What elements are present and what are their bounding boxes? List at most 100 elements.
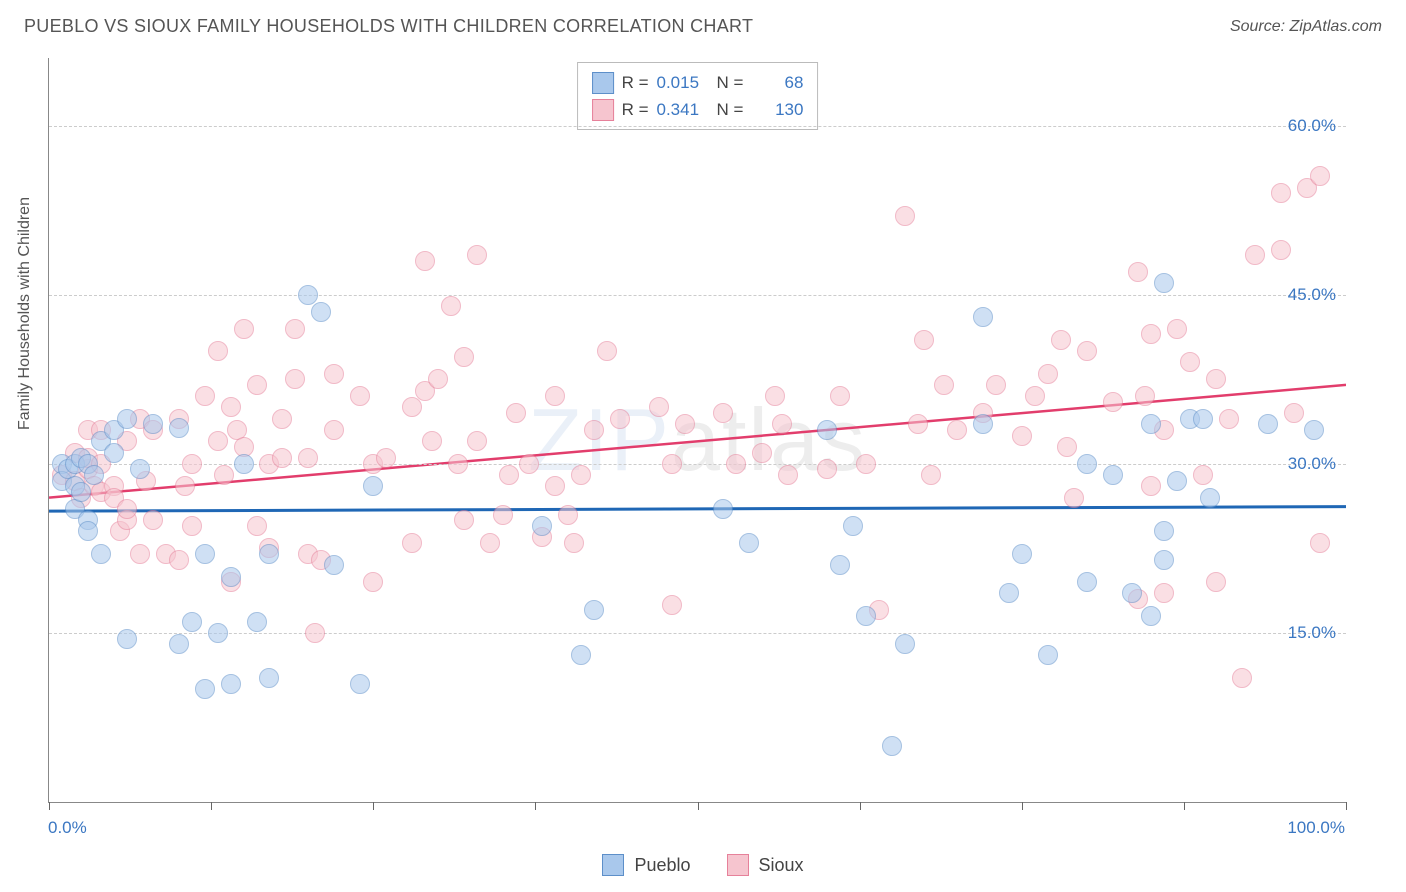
sioux-point — [597, 341, 617, 361]
sioux-point — [480, 533, 500, 553]
sioux-point — [117, 499, 137, 519]
n-value: 130 — [751, 96, 803, 123]
pueblo-point — [1167, 471, 1187, 491]
pueblo-point — [584, 600, 604, 620]
sioux-point — [752, 443, 772, 463]
pueblo-point — [1200, 488, 1220, 508]
sioux-point — [506, 403, 526, 423]
pueblo-point — [882, 736, 902, 756]
pueblo-point — [713, 499, 733, 519]
pueblo-point — [1103, 465, 1123, 485]
sioux-point — [908, 414, 928, 434]
sioux-point — [817, 459, 837, 479]
x-tick-label-max: 100.0% — [1287, 818, 1345, 838]
y-tick-label: 30.0% — [1288, 454, 1336, 474]
pueblo-point — [350, 674, 370, 694]
r-label: R = — [622, 96, 649, 123]
source-label: Source: ZipAtlas.com — [1230, 18, 1382, 36]
pueblo-point — [259, 668, 279, 688]
pueblo-point — [311, 302, 331, 322]
pueblo-point — [856, 606, 876, 626]
legend-swatch — [592, 99, 614, 121]
sioux-point — [856, 454, 876, 474]
sioux-point — [143, 510, 163, 530]
bottom-legend: Pueblo Sioux — [0, 854, 1406, 876]
sioux-point — [519, 454, 539, 474]
sioux-point — [1051, 330, 1071, 350]
sioux-point — [324, 420, 344, 440]
sioux-point — [305, 623, 325, 643]
sioux-point — [662, 595, 682, 615]
n-value: 68 — [751, 69, 803, 96]
x-tick — [49, 802, 50, 810]
sioux-point — [765, 386, 785, 406]
legend-item: Sioux — [727, 854, 804, 876]
pueblo-point — [259, 544, 279, 564]
pueblo-point — [91, 544, 111, 564]
sioux-point — [467, 245, 487, 265]
legend-swatch — [602, 854, 624, 876]
x-tick — [1184, 802, 1185, 810]
pueblo-point — [84, 465, 104, 485]
pueblo-point — [1141, 414, 1161, 434]
x-tick — [1022, 802, 1023, 810]
pueblo-point — [195, 544, 215, 564]
sioux-point — [1141, 476, 1161, 496]
grid-line-h — [49, 295, 1346, 296]
pueblo-point — [1193, 409, 1213, 429]
pueblo-point — [1154, 550, 1174, 570]
r-value: 0.341 — [657, 96, 709, 123]
pueblo-point — [1077, 572, 1097, 592]
sioux-point — [1180, 352, 1200, 372]
sioux-point — [921, 465, 941, 485]
sioux-point — [175, 476, 195, 496]
pueblo-point — [571, 645, 591, 665]
sioux-point — [713, 403, 733, 423]
pueblo-point — [1141, 606, 1161, 626]
sioux-point — [571, 465, 591, 485]
sioux-point — [1141, 324, 1161, 344]
sioux-point — [1103, 392, 1123, 412]
sioux-point — [1219, 409, 1239, 429]
pueblo-point — [234, 454, 254, 474]
pueblo-point — [817, 420, 837, 440]
pueblo-point — [182, 612, 202, 632]
sioux-point — [1038, 364, 1058, 384]
pueblo-point — [71, 482, 91, 502]
sioux-point — [422, 431, 442, 451]
pueblo-point — [830, 555, 850, 575]
sioux-point — [247, 375, 267, 395]
n-label: N = — [717, 96, 744, 123]
sioux-point — [448, 454, 468, 474]
sioux-point — [247, 516, 267, 536]
pueblo-point — [1154, 521, 1174, 541]
pueblo-point — [1258, 414, 1278, 434]
sioux-point — [441, 296, 461, 316]
sioux-point — [195, 386, 215, 406]
sioux-point — [1271, 240, 1291, 260]
sioux-point — [1135, 386, 1155, 406]
sioux-point — [454, 347, 474, 367]
sioux-point — [1154, 583, 1174, 603]
sioux-point — [221, 397, 241, 417]
pueblo-point — [169, 634, 189, 654]
sioux-point — [428, 369, 448, 389]
sioux-point — [1077, 341, 1097, 361]
sioux-point — [1057, 437, 1077, 457]
sioux-point — [493, 505, 513, 525]
sioux-point — [610, 409, 630, 429]
sioux-point — [895, 206, 915, 226]
pueblo-point — [895, 634, 915, 654]
sioux-point — [208, 341, 228, 361]
x-tick — [698, 802, 699, 810]
pueblo-point — [130, 459, 150, 479]
sioux-point — [545, 386, 565, 406]
sioux-point — [208, 431, 228, 451]
sioux-point — [415, 251, 435, 271]
sioux-point — [467, 431, 487, 451]
legend-label: Pueblo — [634, 855, 690, 876]
pueblo-point — [117, 629, 137, 649]
sioux-point — [234, 319, 254, 339]
y-tick-label: 15.0% — [1288, 623, 1336, 643]
sioux-point — [1271, 183, 1291, 203]
